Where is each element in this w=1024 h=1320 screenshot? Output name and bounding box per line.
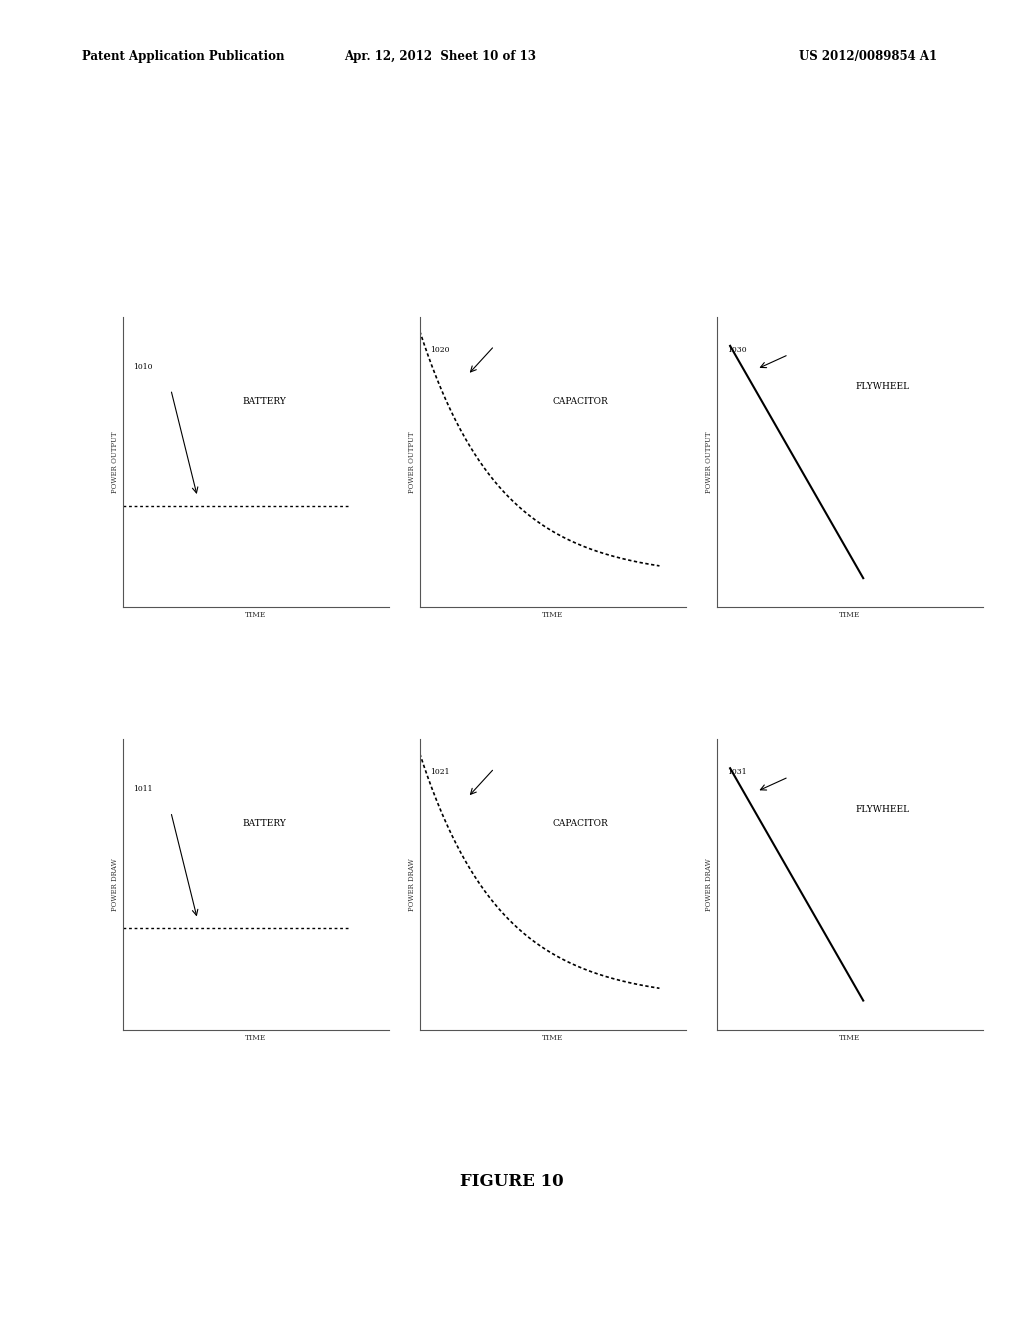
Text: BATTERY: BATTERY <box>243 397 287 407</box>
Text: FIGURE 10: FIGURE 10 <box>460 1173 564 1189</box>
X-axis label: TIME: TIME <box>543 1034 563 1041</box>
Y-axis label: POWER DRAW: POWER DRAW <box>111 858 119 911</box>
Text: CAPACITOR: CAPACITOR <box>553 397 608 407</box>
Text: 1030: 1030 <box>727 346 748 354</box>
X-axis label: TIME: TIME <box>246 611 266 619</box>
X-axis label: TIME: TIME <box>543 611 563 619</box>
Text: 1031: 1031 <box>727 768 748 776</box>
Text: 1021: 1021 <box>430 768 450 776</box>
X-axis label: TIME: TIME <box>246 1034 266 1041</box>
Text: 1011: 1011 <box>133 785 153 793</box>
Y-axis label: POWER OUTPUT: POWER OUTPUT <box>705 432 713 492</box>
Text: FLYWHEEL: FLYWHEEL <box>855 383 909 392</box>
X-axis label: TIME: TIME <box>840 611 860 619</box>
X-axis label: TIME: TIME <box>840 1034 860 1041</box>
Text: US 2012/0089854 A1: US 2012/0089854 A1 <box>799 50 937 63</box>
Text: Apr. 12, 2012  Sheet 10 of 13: Apr. 12, 2012 Sheet 10 of 13 <box>344 50 537 63</box>
Y-axis label: POWER OUTPUT: POWER OUTPUT <box>111 432 119 492</box>
Text: FLYWHEEL: FLYWHEEL <box>855 805 909 814</box>
Y-axis label: POWER DRAW: POWER DRAW <box>705 858 713 911</box>
Y-axis label: POWER OUTPUT: POWER OUTPUT <box>408 432 416 492</box>
Y-axis label: POWER DRAW: POWER DRAW <box>408 858 416 911</box>
Text: 1020: 1020 <box>430 346 450 354</box>
Text: BATTERY: BATTERY <box>243 820 287 829</box>
Text: Patent Application Publication: Patent Application Publication <box>82 50 285 63</box>
Text: CAPACITOR: CAPACITOR <box>553 820 608 829</box>
Text: 1010: 1010 <box>133 363 153 371</box>
